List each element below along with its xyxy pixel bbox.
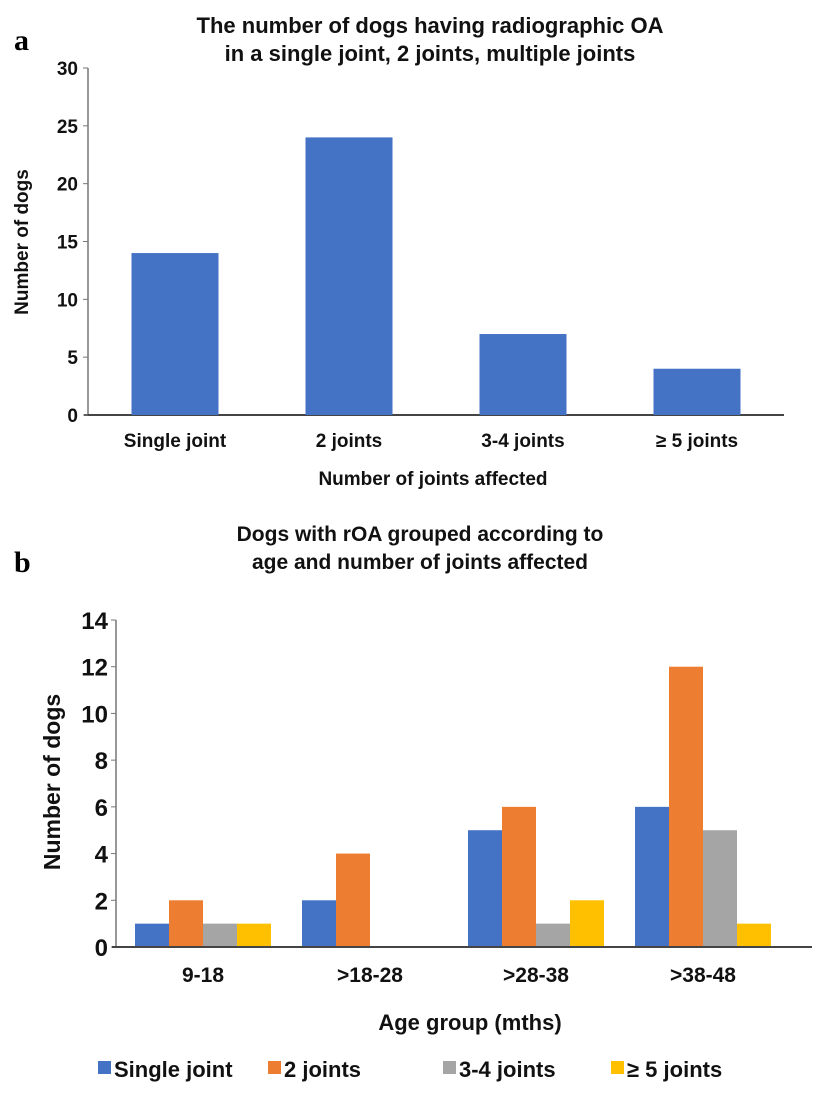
y-tick-label: 12 (81, 655, 108, 682)
chart-b-title-line1: Dogs with rOA grouped according to (237, 523, 604, 546)
chart-b-xlabel: Age group (mths) (378, 1010, 561, 1035)
x-tick-label: >38-48 (670, 964, 736, 987)
chart-a: 0 5 10 15 20 25 30 Single joint 2 joints 3-4 join… (57, 59, 784, 452)
x-tick-label: 2 joints (316, 431, 383, 452)
bar-1-3 (669, 666, 703, 947)
bar-0-3 (635, 806, 669, 947)
chart-a-title-line1: The number of dogs having radiographic O… (197, 13, 664, 38)
y-tick-label: 8 (95, 748, 108, 775)
chart-b-legend: Single joint 2 joints 3-4 joints ≥ 5 joints (98, 1057, 722, 1082)
bar-1-0 (169, 900, 203, 947)
bar-0-0 (135, 923, 169, 947)
legend-label: 2 joints (284, 1057, 361, 1082)
x-tick-label: >18-28 (337, 964, 403, 987)
y-tick-label: 6 (95, 795, 108, 822)
y-tick-label: 0 (95, 935, 108, 962)
bar-3-3 (737, 923, 771, 947)
y-tick-label: 30 (57, 59, 78, 80)
x-tick-label: 9-18 (182, 964, 224, 987)
legend-swatch-1 (268, 1061, 281, 1074)
legend-swatch-3 (611, 1061, 624, 1074)
legend-label: ≥ 5 joints (627, 1057, 722, 1082)
y-tick-label: 5 (67, 348, 78, 369)
legend-swatch-2 (443, 1061, 456, 1074)
bar-2-3 (703, 830, 737, 947)
legend-label: 3-4 joints (459, 1057, 556, 1082)
bar-0-1 (302, 900, 336, 947)
chart-a-xlabel: Number of joints affected (318, 469, 547, 490)
bar-3-2 (570, 900, 604, 947)
panel-label-a: a (14, 24, 29, 57)
bar-3 (653, 368, 741, 415)
bar-2-2 (536, 923, 570, 947)
legend-swatch-0 (98, 1061, 111, 1074)
chart-b: 0 2 4 6 8 10 12 14 9-18 >18-28 >28-38 >38-48 (81, 608, 812, 987)
panel-label-b: b (14, 546, 31, 579)
x-tick-label: >28-38 (503, 964, 569, 987)
bar-2-0 (203, 923, 237, 947)
x-tick-label: Single joint (124, 431, 227, 452)
y-tick-label: 20 (57, 175, 78, 196)
chart-b-title-line2: age and number of joints affected (252, 551, 588, 574)
x-tick-label: ≥ 5 joints (656, 431, 738, 452)
chart-a-title-line2: in a single joint, 2 joints, multiple jo… (225, 41, 636, 66)
bar-0-2 (468, 830, 502, 947)
bar-2 (479, 334, 567, 415)
y-tick-label: 2 (95, 888, 108, 915)
legend-label: Single joint (114, 1057, 233, 1082)
y-tick-label: 14 (81, 608, 108, 635)
y-tick-label: 10 (81, 701, 108, 728)
bar-0 (131, 253, 219, 415)
bar-1-1 (336, 853, 370, 947)
chart-b-ylabel: Number of dogs (39, 694, 65, 870)
chart-a-ylabel: Number of dogs (12, 169, 33, 315)
x-tick-label: 3-4 joints (481, 431, 564, 452)
y-tick-label: 25 (57, 117, 79, 138)
y-tick-label: 15 (57, 233, 79, 254)
bar-3-0 (237, 923, 271, 947)
bar-1-2 (502, 806, 536, 947)
bar-1 (305, 137, 393, 415)
y-tick-label: 4 (95, 842, 109, 869)
y-tick-label: 10 (57, 290, 78, 311)
y-tick-label: 0 (67, 406, 78, 427)
